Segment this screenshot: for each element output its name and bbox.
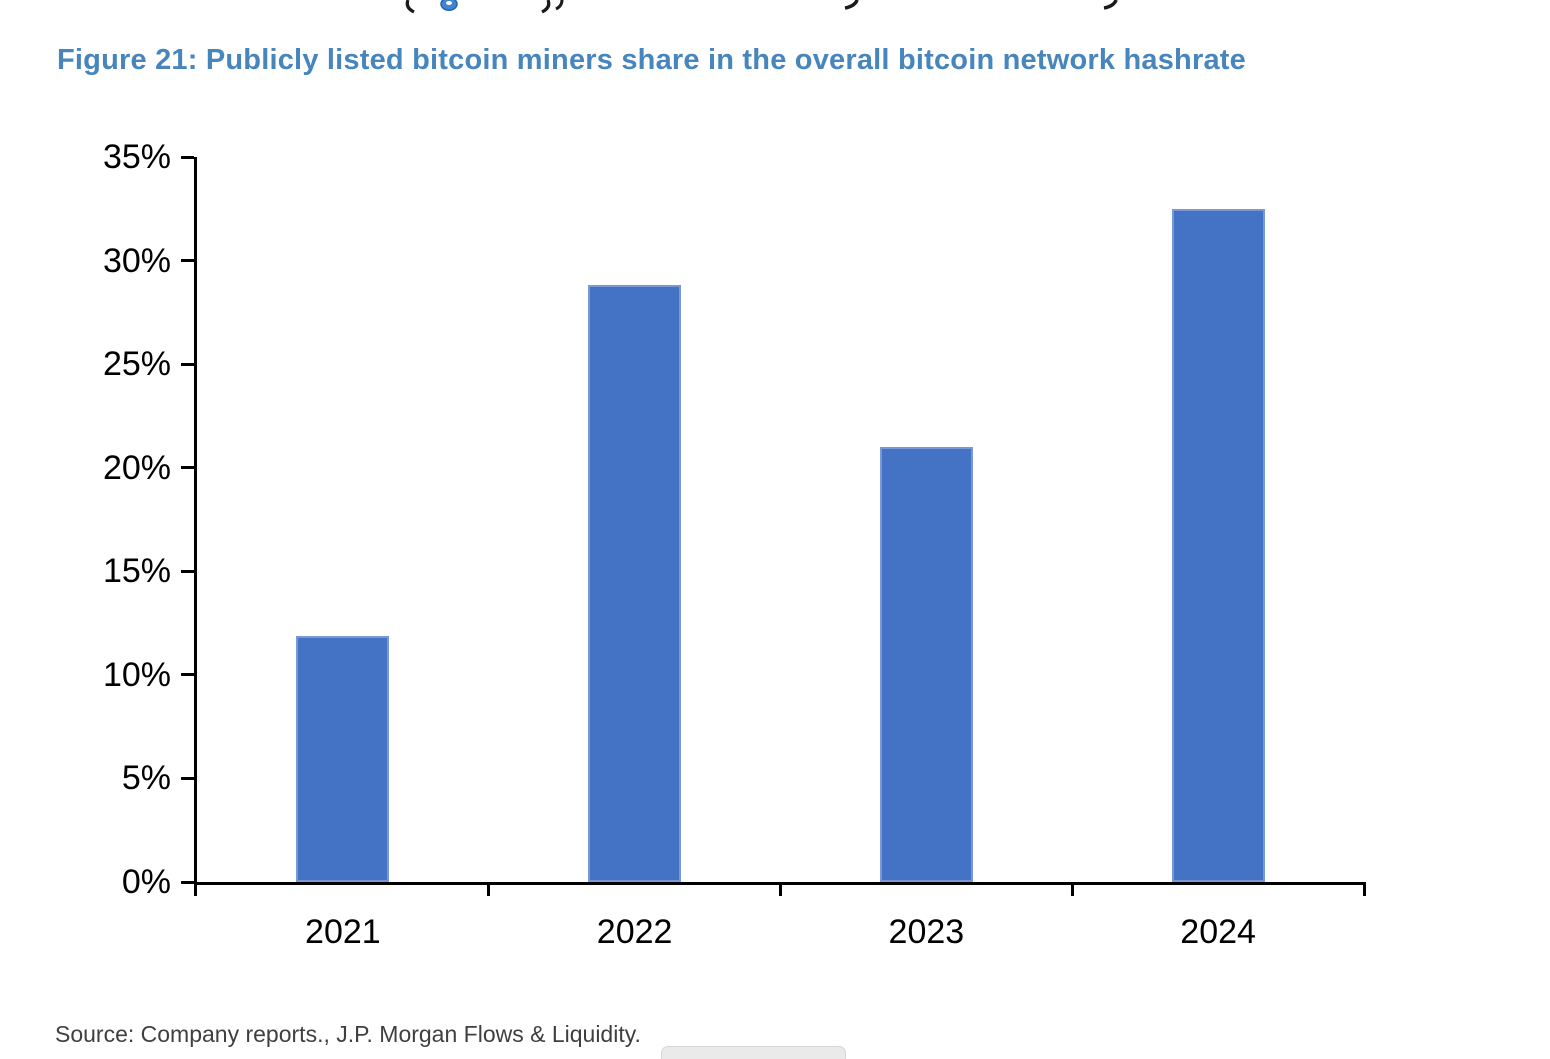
partial-overlay-element [661, 1046, 846, 1059]
descender-fragment-1 [844, 0, 859, 10]
y-axis [194, 157, 197, 885]
x-label-2021: 2021 [305, 913, 381, 951]
x-label-2023: 2023 [888, 913, 965, 951]
y-tick-35% [181, 155, 194, 159]
descender-fragment-2 [1103, 0, 1118, 10]
y-tick-label-0%: 0% [121, 863, 171, 901]
x-tick-3 [1070, 882, 1074, 896]
y-tick-label-10%: 10% [102, 655, 171, 694]
y-tick-20% [181, 466, 194, 470]
y-tick-5% [181, 776, 194, 780]
bar-2024 [1171, 208, 1265, 882]
clipped-text-line [405, 0, 1118, 14]
bar-2023 [879, 447, 973, 882]
y-tick-label-20%: 20% [102, 448, 171, 487]
x-tick-1 [487, 882, 491, 896]
comma-fragment [555, 0, 564, 11]
x-label-2024: 2024 [1180, 913, 1256, 951]
y-tick-30% [181, 259, 194, 263]
y-tick-25% [181, 362, 194, 366]
y-tick-15% [181, 569, 194, 573]
x-tick-0 [194, 882, 197, 896]
y-tick-label-5%: 5% [121, 759, 171, 798]
x-label-2022: 2022 [596, 913, 673, 951]
y-tick-0% [181, 880, 194, 884]
bar-2022 [588, 285, 682, 882]
y-tick-10% [181, 673, 194, 677]
x-tick-2 [779, 882, 782, 896]
close-paren-fragment [541, 0, 551, 14]
figure-title: Figure 21: Publicly listed bitcoin miner… [57, 44, 1246, 76]
y-tick-label-15%: 15% [102, 552, 171, 591]
bar-2021 [296, 635, 390, 882]
y-tick-label-25%: 25% [102, 345, 171, 384]
open-paren-fragment [405, 0, 415, 14]
x-tick-4 [1362, 882, 1366, 896]
link-glyph-fragment[interactable] [440, 0, 458, 11]
y-tick-label-30%: 30% [102, 241, 171, 280]
source-note: Source: Company reports., J.P. Morgan Fl… [55, 1021, 641, 1047]
y-tick-label-35%: 35% [102, 138, 171, 176]
